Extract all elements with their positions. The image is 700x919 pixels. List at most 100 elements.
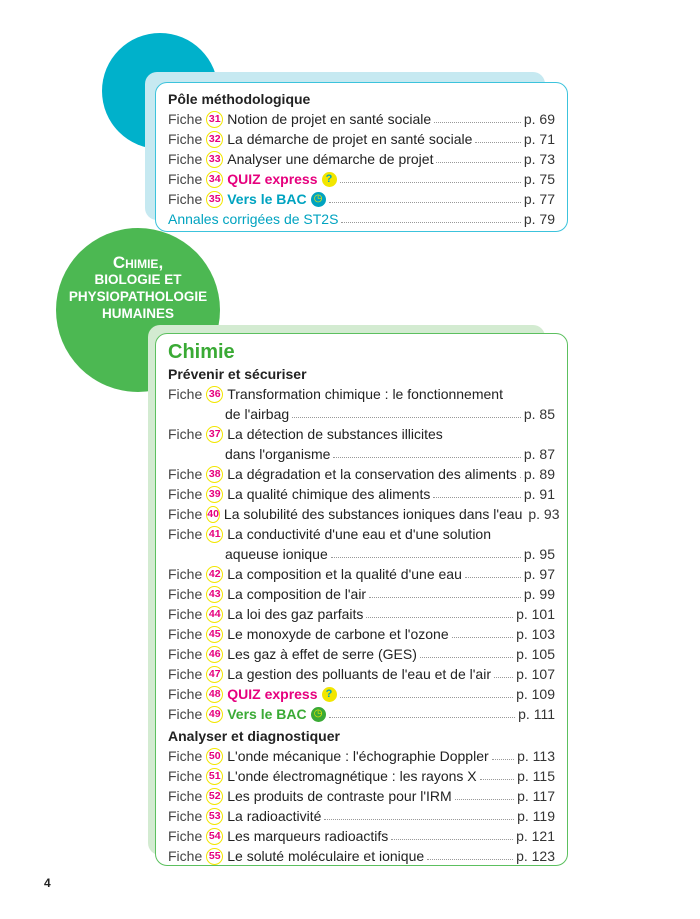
toc-entry[interactable]: Fiche 48 QUIZ express? p. 109 [168,684,555,704]
entry-page: p. 109 [516,686,555,702]
toc-entry[interactable]: Fiche 41 La conductivité d'une eau et d'un… [168,524,555,544]
fiche-number-badge: 51 [206,767,224,785]
entry-page: p. 93 [528,506,560,522]
fiche-label: Fiche [168,566,203,582]
dot-leader [494,677,514,678]
entry-page: p. 87 [523,446,555,462]
toc-entry[interactable]: Fiche 31 Notion de projet en santé sociale… [168,109,555,129]
clock-icon: ◷ [310,706,326,722]
fiche-number-badge: 32 [206,130,224,148]
toc-entry[interactable]: Fiche 55 Le soluté moléculaire et ionique p… [168,846,555,866]
fiche-label: Fiche [168,828,203,844]
entry-page: p. 103 [516,626,555,642]
fiche-number-badge: 36 [206,385,224,403]
fiche-number-badge: 47 [206,665,224,683]
toc-entry[interactable]: Fiche 40 La solubilité des substances ioni… [168,504,560,524]
entry-title: QUIZ express [227,171,318,187]
entry-page: p. 73 [523,151,555,167]
toc-entry[interactable]: Fiche 49 Vers le BAC ◷ p. 111 [168,704,555,724]
entry-page: p. 85 [523,406,555,422]
entry-title: La conductivité d'une eau et d'une solut… [227,526,491,542]
fiche-label: Fiche [168,111,203,127]
chimie-panel: Chimie Prévenir et sécuriser Fiche 36 Transf… [155,333,568,866]
part-title-line: biologie et [94,272,182,287]
dot-leader [436,162,521,163]
dot-leader [479,779,515,780]
entry-title: Transformation chimique : le fonctionnem… [227,386,503,402]
toc-entry[interactable]: Fiche 52 Les produits de contraste pour l'… [168,786,555,806]
toc-entry[interactable]: Fiche 36 Transformation chimique : le fonc… [168,384,555,404]
fiche-number-badge: 53 [206,807,224,825]
toc-entry[interactable]: Fiche 39 La qualité chimique des aliments p… [168,484,555,504]
dot-leader [454,799,515,800]
dot-leader [419,657,514,658]
toc-entry-continuation[interactable]: de l'airbag p. 85 [168,404,555,424]
entry-title: L'onde électromagnétique : les rayons X [227,768,477,784]
fiche-label: Fiche [168,486,203,502]
toc-entry[interactable]: Fiche 51 L'onde électromagnétique : les ra… [168,766,555,786]
fiche-label: Fiche [168,586,203,602]
entry-page: p. 111 [518,706,555,722]
toc-entry[interactable]: Fiche 50 L'onde mécanique : l'échographie … [168,746,555,766]
annales-title: Annales corrigées de ST2S [168,211,339,227]
toc-entry[interactable]: Fiche 37 La détection de substances illici… [168,424,555,444]
entry-page: p. 91 [523,486,555,502]
fiche-number-badge: 34 [206,170,224,188]
entry-title: Analyser une démarche de projet [227,151,434,167]
fiche-label: Fiche [168,426,203,442]
entry-page: p. 77 [523,191,555,207]
fiche-number-badge: 49 [206,705,224,723]
toc-entry[interactable]: Fiche 33 Analyser une démarche de projet p.… [168,149,555,169]
section-heading: Analyser et diagnostiquer [168,728,340,744]
toc-entry[interactable]: Fiche 44 La loi des gaz parfaits p. 101 [168,604,555,624]
toc-entry-continuation[interactable]: dans l'organisme p. 87 [168,444,555,464]
dot-leader [339,697,514,698]
entry-title: Les produits de contraste pour l'IRM [227,788,452,804]
fiche-label: Fiche [168,666,203,682]
fiche-label: Fiche [168,626,203,642]
part-title: Chimie, biologie et physiopathologie hum… [56,254,220,322]
entry-title: QUIZ express [227,686,318,702]
entry-title: La qualité chimique des aliments [227,486,431,502]
entry-page: p. 121 [516,828,555,844]
entry-page: p. 99 [523,586,555,602]
toc-entry[interactable]: Fiche 38 La dégradation et la conservation… [168,464,555,484]
section-heading: Pôle méthodologique [168,91,311,107]
fiche-number-badge: 38 [206,465,224,483]
toc-entry[interactable]: Fiche 35 Vers le BAC ◷ p. 77 [168,189,555,209]
subject-heading: Chimie [168,341,235,363]
toc-entry[interactable]: Fiche 54 Les marqueurs radioactifs p. 121 [168,826,555,846]
dot-leader [433,497,521,498]
clock-icon: ◷ [310,191,326,207]
fiche-number-badge: 43 [206,585,224,603]
fiche-number-badge: 52 [206,787,224,805]
fiche-label: Fiche [168,606,203,622]
dot-leader [434,122,521,123]
toc-entry-continuation[interactable]: aqueuse ionique p. 95 [168,544,555,564]
fiche-label: Fiche [168,686,203,702]
toc-entry[interactable]: Fiche 45 Le monoxyde de carbone et l'ozone… [168,624,555,644]
fiche-number-badge: 31 [206,110,224,128]
toc-entry[interactable]: Fiche 34 QUIZ express? p. 75 [168,169,555,189]
fiche-label: Fiche [168,706,203,722]
toc-entry[interactable]: Fiche 32 La démarche de projet en santé so… [168,129,555,149]
fiche-number-badge: 41 [206,525,224,543]
toc-entry[interactable]: Fiche 46 Les gaz à effet de serre (GES) p. … [168,644,555,664]
fiche-number-badge: 45 [206,625,224,643]
toc-entry[interactable]: Fiche 43 La composition de l'air p. 99 [168,584,555,604]
entry-title: Vers le BAC [227,191,307,207]
entry-title: La loi des gaz parfaits [227,606,364,622]
dot-leader [451,637,514,638]
dot-leader [341,222,521,223]
dot-leader [369,597,521,598]
toc-entry[interactable]: Fiche 42 La composition et la qualité d'un… [168,564,555,584]
fiche-number-badge: 44 [206,605,224,623]
toc-entry[interactable]: Fiche 47 La gestion des polluants de l'eau… [168,664,555,684]
toc-entry-annales[interactable]: Annales corrigées de ST2S p. 79 [168,209,555,229]
fiche-number-badge: 48 [206,685,224,703]
entry-page: p. 97 [523,566,555,582]
entry-page: p. 115 [517,768,555,784]
fiche-label: Fiche [168,748,203,764]
toc-entry[interactable]: Fiche 53 La radioactivité p. 119 [168,806,555,826]
page-number: 4 [44,876,51,890]
